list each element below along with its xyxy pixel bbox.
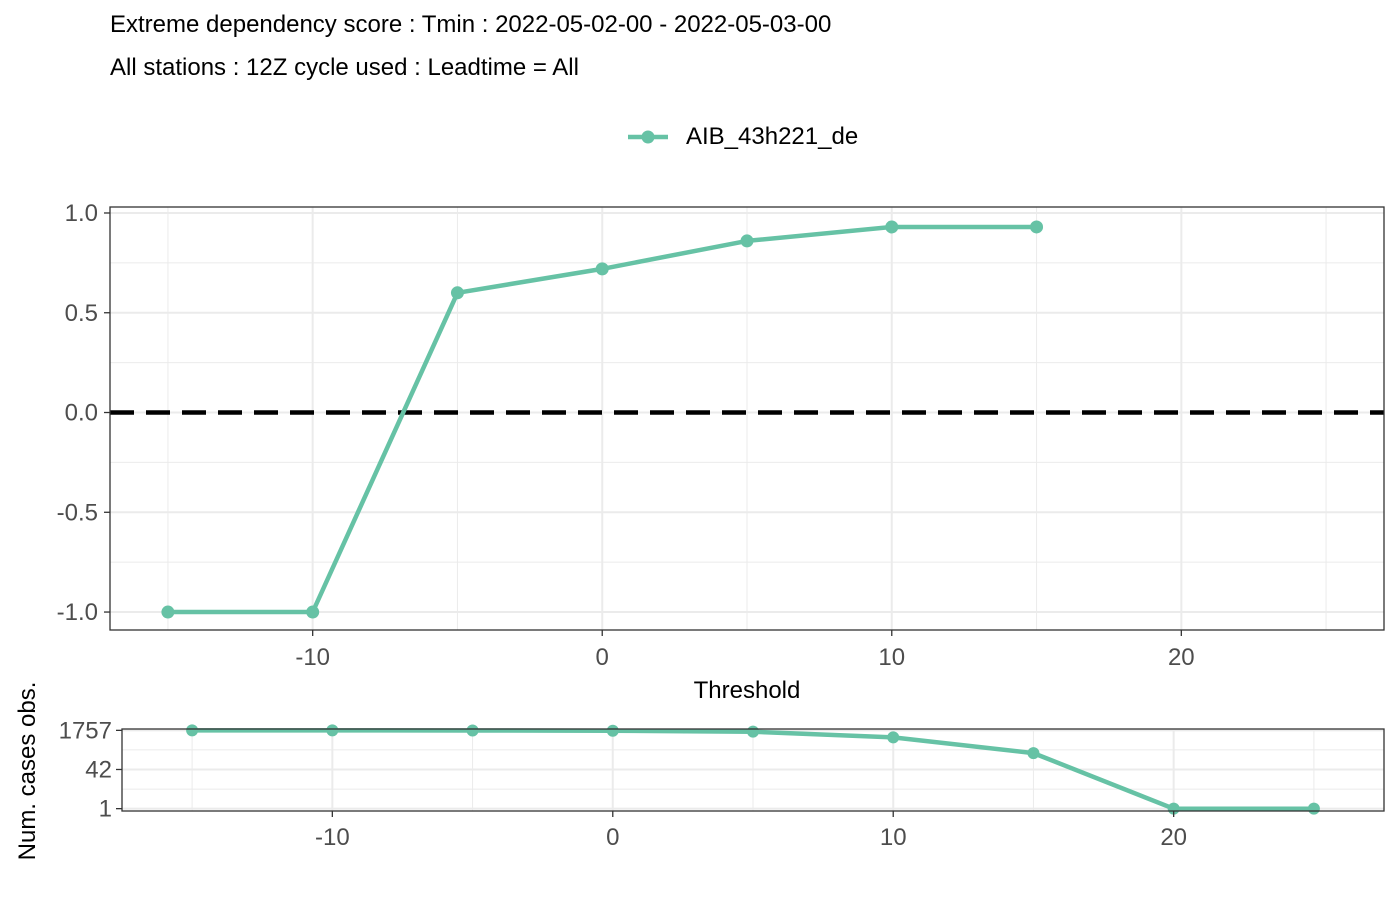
eds-panel: -10 0 10 20 -1.0 -0.5 0.0 0.5 1.0 Threshold: [57, 200, 1385, 704]
num-cases-panel: -10 0 10 20 1 42 1757 Num. cases obs.: [14, 682, 1385, 861]
y-tick-label: 1.0: [65, 200, 98, 227]
legend: AIB_43h221_de: [628, 122, 858, 152]
cases-data-point: [466, 724, 479, 737]
y-tick-label: -0.5: [57, 499, 98, 526]
x-tick-label: 10: [880, 824, 907, 851]
eds-data-point: [885, 220, 899, 234]
x-tick-label: -10: [295, 644, 330, 671]
y-tick-label: 1757: [59, 717, 112, 744]
eds-data-point: [740, 234, 754, 248]
y-tick-label: 0.5: [65, 300, 98, 327]
eds-data-point: [161, 605, 175, 619]
cases-data-point: [1167, 802, 1180, 815]
eds-panel-border: [109, 206, 1385, 631]
x-tick-label: 0: [606, 824, 619, 851]
x-axis-title: Threshold: [694, 677, 801, 704]
y-tick-label: 0.0: [65, 400, 98, 427]
cases-data-point: [1307, 802, 1320, 815]
eds-data-point: [1030, 220, 1044, 234]
x-tick-label: 10: [878, 644, 905, 671]
cases-data-point: [186, 724, 199, 737]
cases-data-point: [1027, 747, 1040, 760]
legend-key-point: [641, 130, 655, 144]
y-axis-title: Num. cases obs.: [14, 682, 41, 861]
x-tick-label: -10: [315, 824, 350, 851]
legend-label: AIB_43h221_de: [686, 123, 859, 150]
y-tick-label: 42: [85, 756, 112, 783]
y-tick-label: -1.0: [57, 599, 98, 626]
x-tick-label: 20: [1168, 644, 1195, 671]
chart-title: Extreme dependency score : Tmin : 2022-0…: [110, 11, 832, 38]
legend-key: [628, 122, 668, 152]
eds-data-point: [306, 605, 320, 619]
eds-data-point: [450, 286, 464, 300]
cases-data-point: [887, 731, 900, 744]
cases-data-point: [747, 725, 759, 738]
x-tick-label: 20: [1160, 824, 1187, 851]
cases-data-point: [606, 724, 619, 737]
cases-data-point: [326, 724, 339, 737]
chart-subtitle: All stations : 12Z cycle used : Leadtime…: [110, 54, 579, 81]
y-tick-label: 1: [99, 796, 112, 823]
x-tick-label: 0: [596, 644, 609, 671]
eds-data-point: [595, 262, 609, 276]
